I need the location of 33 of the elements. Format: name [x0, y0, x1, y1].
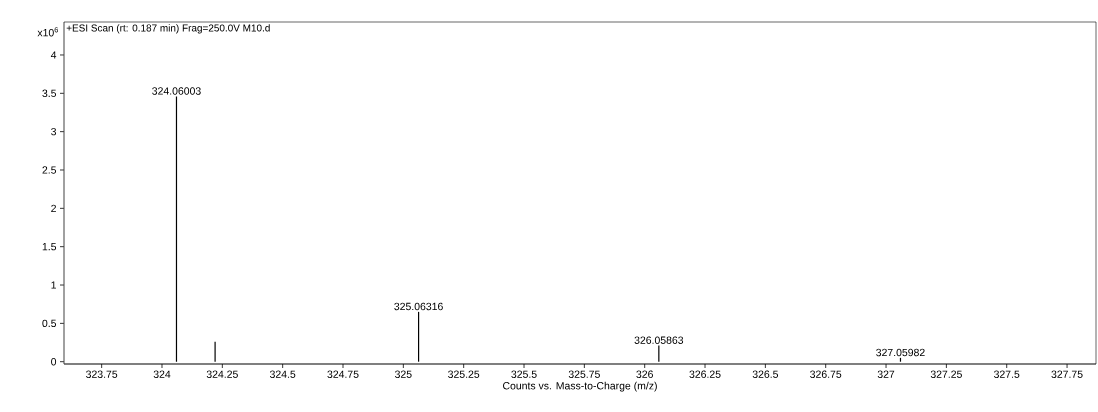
x-tick-label: 324.5 [269, 370, 296, 378]
y-axis-title: x10$^{6}$ [37, 27, 58, 37]
y-tick-label: 0 [51, 358, 57, 366]
x-tick-label: 327.75 [1051, 370, 1083, 378]
y-tick-label: 2.5 [42, 166, 57, 174]
x-tick-label: 326.75 [810, 370, 842, 378]
x-tick-label: 326.25 [689, 370, 721, 378]
y-tick-label: 4 [50, 51, 57, 59]
y-tick-label: 1.5 [42, 243, 57, 251]
y-tick-label: 3 [51, 127, 57, 136]
x-tick-label: 324 [153, 370, 171, 378]
y-tick-label: 1 [51, 281, 56, 289]
x-tick-label: 325.5 [511, 370, 537, 378]
x-tick-label: 326.5 [752, 370, 779, 378]
x-tick-label: 327.5 [994, 370, 1020, 378]
y-tick-label: 3.5 [42, 89, 57, 98]
x-tick-label: 325.25 [448, 370, 480, 378]
x-tick-label: 327 [877, 370, 895, 378]
chart-title: +ESI Scan (rt: 0.187 min) Frag=250.0V M10.d [66, 24, 270, 34]
x-tick-label: 325.75 [568, 370, 600, 378]
x-tick-label: 325 [395, 370, 412, 378]
annotation: 324.06003 [152, 87, 201, 95]
x-tick-label: 326 [636, 370, 653, 378]
annotation: 326.05863 [634, 336, 684, 344]
y-tick-label: 2 [51, 204, 56, 212]
x-tick-label: 323.75 [86, 370, 118, 378]
y-tick-label: 0.5 [42, 319, 57, 328]
x-tick-label: 327.25 [930, 370, 962, 378]
x-axis-title: Counts vs. Mass-to-Charge (m/z) [503, 381, 657, 392]
annotation: 327.05982 [876, 348, 925, 357]
annotation: 325.06316 [394, 302, 443, 311]
x-tick-label: 324.75 [327, 370, 359, 378]
x-tick-label: 324.25 [206, 370, 238, 378]
